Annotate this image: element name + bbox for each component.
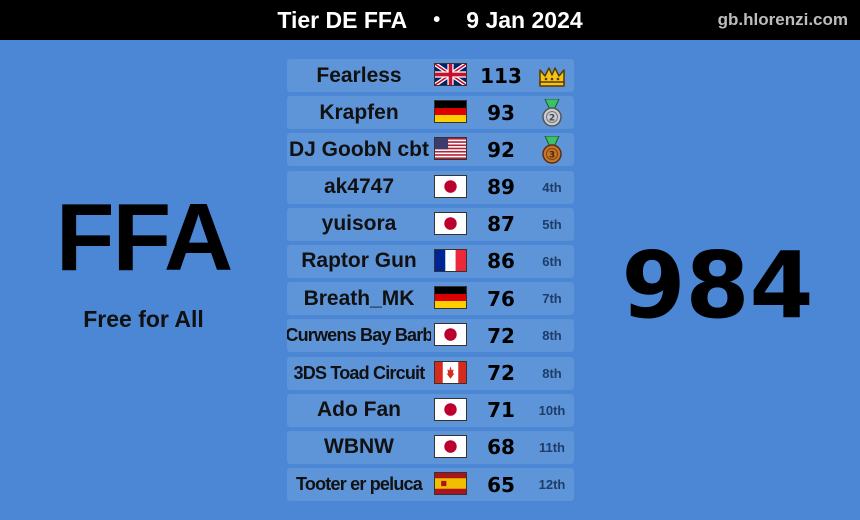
- player-rank: 4th: [542, 179, 562, 195]
- svg-text:3: 3: [549, 151, 555, 161]
- player-rank: 12th: [538, 477, 566, 493]
- mode-title: FFA: [55, 184, 233, 291]
- player-name: WBNW: [324, 435, 394, 459]
- table-date: 9 Jan 2024: [466, 6, 583, 33]
- bronze-medal-icon: 3: [537, 135, 567, 165]
- player-score: 92: [487, 137, 515, 162]
- leaderboard: Fearless 113 Krapfen 93 2 DJ GoobN cbt 92 3 ak47…: [287, 59, 574, 505]
- gb-flag-icon: [434, 63, 467, 86]
- crown-icon: [537, 62, 567, 90]
- player-name: yuisora: [321, 212, 397, 236]
- title-separator: •: [433, 8, 441, 31]
- es-flag-icon: [434, 472, 467, 496]
- player-score: 68: [487, 435, 515, 460]
- player-score: 72: [487, 361, 515, 385]
- player-name: Curwens Bay Barb: [287, 325, 431, 346]
- player-score: 65: [487, 472, 515, 497]
- de-flag-icon: [434, 100, 467, 124]
- player-name: DJ GoobN cbt: [289, 137, 429, 161]
- table-row: Tooter er peluca 65 12th: [287, 468, 574, 502]
- player-score: 86: [487, 249, 515, 274]
- total-score: 984: [621, 232, 814, 339]
- player-name: Ado Fan: [317, 398, 401, 422]
- table-row: Krapfen 93 2: [287, 96, 574, 130]
- player-name: Raptor Gun: [301, 249, 417, 273]
- player-name: Fearless: [316, 63, 402, 87]
- player-rank: 5th: [542, 216, 562, 232]
- table-row: Curwens Bay Barb 72 8th: [287, 319, 574, 353]
- jp-flag-icon: [434, 323, 467, 347]
- player-rank: 8th: [542, 365, 562, 381]
- player-name: Krapfen: [319, 100, 399, 124]
- player-name: Breath_MK: [303, 286, 415, 310]
- player-rank: 10th: [538, 402, 566, 418]
- de-flag-icon: [434, 286, 467, 310]
- jp-flag-icon: [434, 434, 467, 458]
- player-score: 76: [487, 286, 515, 311]
- fr-flag-icon: [434, 248, 467, 272]
- header-bar: Tier DE FFA • 9 Jan 2024 gb.hlorenzi.com: [0, 0, 860, 40]
- table-row: Raptor Gun 86 6th: [287, 244, 574, 278]
- player-score: 72: [487, 323, 515, 348]
- jp-flag-icon: [434, 397, 467, 421]
- player-score: 93: [487, 100, 515, 125]
- player-score: 113: [480, 63, 522, 88]
- table-row: Fearless 113: [287, 59, 574, 92]
- svg-text:2: 2: [549, 114, 555, 124]
- table-row: Ado Fan 71 10th: [287, 393, 574, 427]
- table-row: WBNW 68 11th: [287, 430, 574, 464]
- jp-flag-icon: [434, 174, 467, 198]
- player-score: 87: [487, 212, 515, 237]
- header-title-group: Tier DE FFA • 9 Jan 2024: [0, 0, 860, 40]
- table-row: ak4747 89 4th: [287, 170, 574, 204]
- silver-medal-icon: 2: [537, 98, 567, 127]
- table-title: Tier DE FFA: [277, 6, 408, 33]
- player-name: 3DS Toad Circuit: [293, 362, 426, 383]
- table-row: Breath_MK 76 7th: [287, 282, 574, 316]
- player-name: ak4747: [323, 175, 395, 199]
- player-score: 71: [487, 398, 515, 423]
- player-rank: 7th: [542, 291, 562, 307]
- jp-flag-icon: [434, 211, 467, 235]
- table-row: yuisora 87 5th: [287, 207, 574, 241]
- mode-subtitle: Free for All: [83, 306, 204, 332]
- player-rank: 11th: [538, 439, 565, 455]
- player-name: Tooter er peluca: [296, 474, 423, 495]
- player-score: 89: [487, 175, 515, 200]
- player-rank: 8th: [542, 328, 562, 344]
- table-row: 3DS Toad Circuit 72 8th: [287, 356, 574, 390]
- table-row: DJ GoobN cbt 92 3: [287, 133, 574, 167]
- ca-flag-icon: [434, 360, 467, 384]
- us-flag-icon: [434, 137, 467, 161]
- player-rank: 6th: [542, 253, 562, 269]
- site-url: gb.hlorenzi.com: [717, 10, 848, 29]
